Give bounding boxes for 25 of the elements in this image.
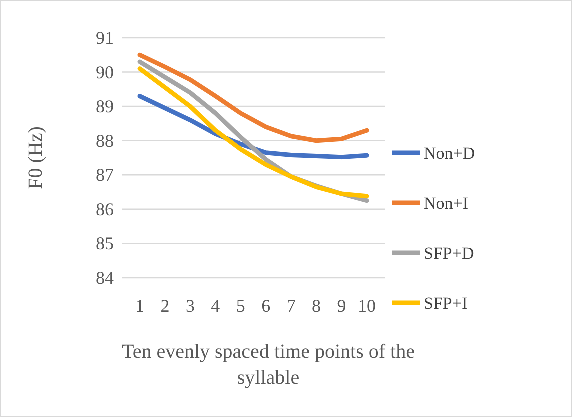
x-axis-title: Ten evenly spaced time points of the syllable (122, 341, 416, 389)
y-tick-label: 85 (96, 234, 114, 254)
y-tick-label: 86 (96, 199, 114, 220)
x-tick-label: 2 (160, 296, 170, 316)
x-tick-label: 3 (186, 296, 195, 316)
x-tick-label: 10 (358, 296, 376, 316)
y-tick-label: 91 (96, 28, 114, 48)
y-tick-label: 87 (96, 165, 114, 186)
legend-label: SFP+D (424, 244, 474, 263)
y-tick-label: 84 (96, 268, 114, 288)
x-tick-label: 8 (312, 296, 322, 316)
line-series (138, 52, 370, 144)
x-tick-label: 9 (337, 296, 346, 316)
x-tick-label: 4 (211, 296, 220, 316)
y-tick-label: 88 (96, 130, 114, 151)
x-tick-label: 1 (136, 296, 144, 316)
legend-label: Non+D (424, 144, 476, 163)
x-tick-label: 6 (262, 296, 271, 316)
legend-label: SFP+I (424, 294, 468, 313)
y-axis-title: F0 (Hz) (25, 126, 47, 190)
y-tick-label: 90 (96, 62, 114, 82)
x-tick-label: 5 (236, 296, 246, 316)
x-tick-label: 7 (286, 296, 296, 316)
y-tick-label: 89 (96, 96, 114, 117)
legend-label: Non+I (424, 194, 469, 213)
